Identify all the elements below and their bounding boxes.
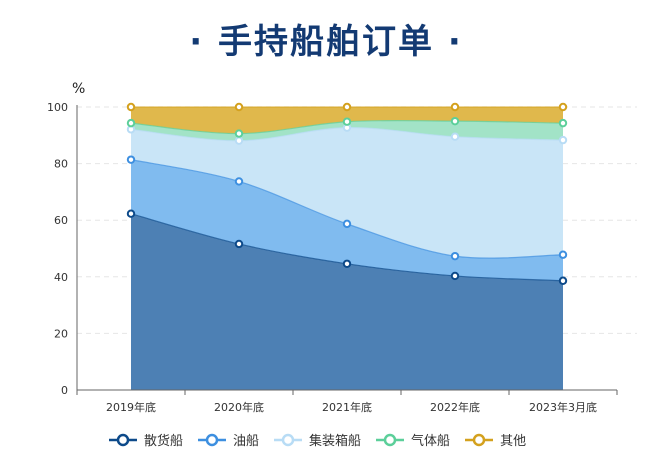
x-tick-label: 2022年底 bbox=[430, 400, 480, 414]
legend-marker-icon bbox=[376, 433, 405, 446]
legend-item[interactable]: 气体船 bbox=[375, 430, 450, 449]
legend-item[interactable]: 散货船 bbox=[108, 430, 183, 449]
legend-item[interactable]: 油船 bbox=[197, 430, 259, 449]
data-point bbox=[558, 276, 568, 285]
data-point bbox=[558, 118, 568, 128]
data-point bbox=[234, 136, 244, 145]
area-2 bbox=[131, 127, 563, 259]
y-tick-label: 20 bbox=[54, 327, 68, 340]
y-tick-label: 60 bbox=[54, 214, 68, 227]
y-axis-label: % bbox=[72, 81, 85, 97]
data-point bbox=[126, 118, 136, 128]
data-point bbox=[450, 251, 460, 261]
x-tick-label: 2019年底 bbox=[106, 400, 156, 414]
x-tick-label: 2021年底 bbox=[322, 400, 372, 414]
area-0 bbox=[131, 213, 563, 390]
legend-marker-icon bbox=[109, 433, 137, 446]
legend-label: 气体船 bbox=[411, 434, 451, 449]
data-point bbox=[126, 209, 136, 218]
data-point bbox=[126, 102, 136, 112]
x-tick-label: 2020年底 bbox=[214, 400, 264, 414]
data-point bbox=[558, 102, 568, 112]
legend-marker-icon bbox=[274, 433, 303, 446]
x-tick-label: 2023年3月底 bbox=[529, 400, 597, 414]
legend-marker-icon bbox=[465, 433, 494, 446]
data-point bbox=[126, 155, 136, 164]
legend: 散货船 油船 集装箱船 气体船 其他 bbox=[108, 430, 526, 449]
data-point bbox=[342, 117, 352, 126]
data-point bbox=[558, 250, 568, 259]
data-point bbox=[450, 116, 460, 126]
y-tick-label: 80 bbox=[54, 158, 68, 171]
data-point bbox=[234, 239, 244, 249]
data-point bbox=[234, 177, 244, 186]
legend-label: 集装箱船 bbox=[309, 434, 362, 449]
y-tick-label: 40 bbox=[54, 271, 68, 284]
area-1 bbox=[131, 159, 563, 281]
data-point bbox=[450, 102, 460, 112]
data-point bbox=[234, 102, 244, 112]
data-point bbox=[342, 102, 352, 112]
data-point bbox=[450, 271, 460, 281]
legend-label: 其他 bbox=[500, 434, 527, 449]
data-point bbox=[558, 135, 568, 145]
legend-label: 油船 bbox=[233, 434, 260, 449]
legend-marker-icon bbox=[198, 433, 227, 446]
legend-item[interactable]: 其他 bbox=[464, 430, 526, 449]
data-point bbox=[234, 129, 244, 138]
y-tick-label: 100 bbox=[47, 101, 68, 114]
y-tick-label: 0 bbox=[61, 384, 68, 397]
legend-label: 散货船 bbox=[144, 434, 184, 449]
chart-title: · 手持船舶订单 · bbox=[189, 22, 463, 62]
data-point bbox=[450, 132, 460, 141]
legend-item[interactable]: 集装箱船 bbox=[273, 430, 361, 449]
data-point bbox=[342, 259, 352, 268]
data-point bbox=[342, 219, 352, 229]
